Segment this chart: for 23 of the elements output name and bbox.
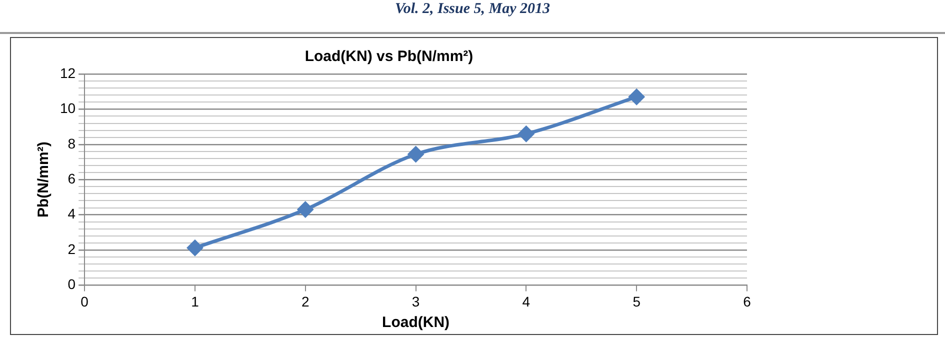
point bbox=[518, 126, 534, 142]
y-tick-label: 4 bbox=[68, 206, 76, 222]
y-tick-label: 2 bbox=[68, 240, 76, 257]
y-axis-title: Pb(N/mm²) bbox=[35, 142, 52, 218]
x-tick-label: 0 bbox=[80, 293, 89, 310]
y-tick-label: 10 bbox=[60, 100, 76, 116]
y-tick-label: 8 bbox=[68, 135, 76, 152]
text: Vol. 2, Issue 5, May 2013 bbox=[394, 0, 552, 18]
point bbox=[628, 89, 644, 105]
point bbox=[408, 146, 424, 162]
y-tick-label: 6 bbox=[68, 170, 76, 186]
x-tick-label: 3 bbox=[412, 293, 420, 310]
x-tick-label: 6 bbox=[743, 293, 752, 310]
chart-title: Load(KN) vs Pb(N/mm²) bbox=[304, 48, 474, 66]
x-tick-label: 5 bbox=[632, 293, 641, 310]
x-tick-label: 4 bbox=[522, 293, 530, 310]
x-tick-label: 1 bbox=[191, 293, 200, 310]
y-tick-label: 12 bbox=[60, 64, 76, 81]
x-axis-title: Load(KN) bbox=[382, 314, 450, 332]
point bbox=[298, 202, 314, 218]
x-tick-label: 2 bbox=[301, 293, 310, 310]
point bbox=[187, 240, 203, 256]
y-tick-label: 0 bbox=[68, 276, 76, 292]
